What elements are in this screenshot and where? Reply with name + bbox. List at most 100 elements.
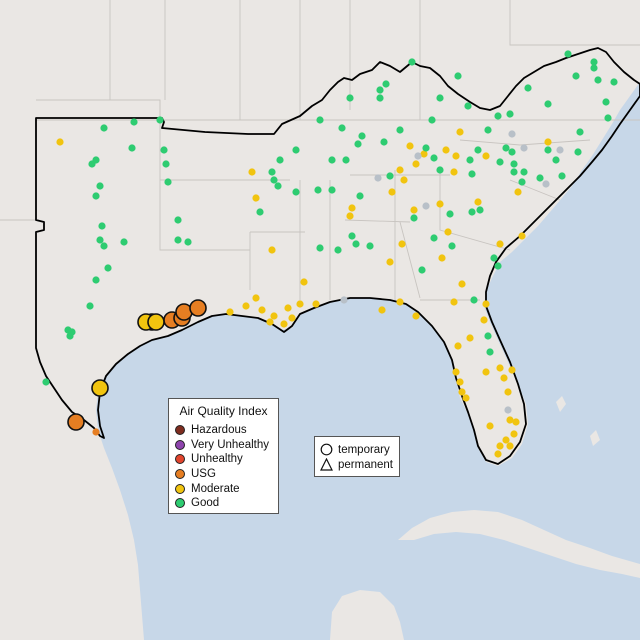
monitor-dot[interactable]	[252, 194, 260, 202]
monitor-dot[interactable]	[342, 156, 350, 164]
monitor-dot[interactable]	[610, 78, 618, 86]
monitor-dot[interactable]	[88, 160, 96, 168]
monitor-dot[interactable]	[376, 86, 384, 94]
monitor-dot[interactable]	[502, 144, 510, 152]
monitor-dot[interactable]	[292, 188, 300, 196]
monitor-dot[interactable]	[348, 232, 356, 240]
monitor-dot[interactable]	[494, 450, 502, 458]
monitor-dot[interactable]	[494, 112, 502, 120]
monitor-dot[interactable]	[450, 168, 458, 176]
monitor-dot[interactable]	[436, 94, 444, 102]
monitor-dot[interactable]	[312, 300, 320, 308]
monitor-dot[interactable]	[594, 76, 602, 84]
monitor-dot[interactable]	[604, 114, 612, 122]
monitor-dot[interactable]	[456, 378, 464, 386]
monitor-dot[interactable]	[256, 208, 264, 216]
monitor-dot[interactable]	[412, 160, 420, 168]
monitor-dot[interactable]	[348, 204, 356, 212]
monitor-dot[interactable]	[104, 264, 112, 272]
monitor-dot[interactable]	[446, 210, 454, 218]
monitor-dot[interactable]	[92, 276, 100, 284]
monitor-dot[interactable]	[352, 240, 360, 248]
monitor-dot[interactable]	[506, 442, 514, 450]
monitor-dot[interactable]	[508, 148, 516, 156]
monitor-dot[interactable]	[476, 206, 484, 214]
monitor-dot[interactable]	[536, 174, 544, 182]
monitor-dot[interactable]	[444, 228, 452, 236]
monitor-dot[interactable]	[430, 234, 438, 242]
monitor-dot[interactable]	[496, 158, 504, 166]
monitor-dot[interactable]	[544, 100, 552, 108]
monitor-dot[interactable]	[270, 176, 278, 184]
monitor-dot[interactable]	[506, 416, 514, 424]
monitor-dot[interactable]	[480, 316, 488, 324]
monitor-dot[interactable]	[450, 298, 458, 306]
monitor-dot[interactable]	[400, 176, 408, 184]
monitor-dot[interactable]	[380, 138, 388, 146]
monitor-dot[interactable]	[496, 240, 504, 248]
monitor-dot[interactable]	[386, 172, 394, 180]
monitor-dot[interactable]	[456, 128, 464, 136]
monitor-dot[interactable]	[354, 140, 362, 148]
monitor-dot[interactable]	[458, 388, 466, 396]
monitor-dot[interactable]	[420, 150, 428, 158]
monitor-dot[interactable]	[514, 188, 522, 196]
monitor-dot[interactable]	[486, 348, 494, 356]
monitor-dot[interactable]	[470, 296, 478, 304]
monitor-dot[interactable]	[346, 94, 354, 102]
monitor-dot[interactable]	[396, 166, 404, 174]
monitor-dot[interactable]	[268, 168, 276, 176]
monitor-dot[interactable]	[288, 314, 296, 322]
monitor-dot[interactable]	[544, 138, 552, 146]
monitor-dot[interactable]	[520, 144, 528, 152]
monitor-dot[interactable]	[162, 160, 170, 168]
monitor-dot[interactable]	[496, 364, 504, 372]
monitor-dot[interactable]	[374, 174, 382, 182]
monitor-dot[interactable]	[414, 152, 422, 160]
monitor-dot[interactable]	[524, 84, 532, 92]
monitor-dot[interactable]	[552, 156, 560, 164]
monitor-marker-large[interactable]	[147, 313, 165, 331]
monitor-dot[interactable]	[96, 182, 104, 190]
monitor-dot[interactable]	[396, 126, 404, 134]
monitor-dot[interactable]	[512, 418, 520, 426]
monitor-dot[interactable]	[542, 180, 550, 188]
monitor-dot[interactable]	[458, 280, 466, 288]
monitor-dot[interactable]	[382, 80, 390, 88]
monitor-dot[interactable]	[572, 72, 580, 80]
monitor-dot[interactable]	[468, 170, 476, 178]
monitor-dot[interactable]	[564, 50, 572, 58]
monitor-dot[interactable]	[396, 298, 404, 306]
monitor-dot[interactable]	[510, 160, 518, 168]
monitor-dot[interactable]	[184, 238, 192, 246]
monitor-dot[interactable]	[398, 240, 406, 248]
monitor-dot[interactable]	[510, 168, 518, 176]
monitor-dot[interactable]	[316, 244, 324, 252]
monitor-dot[interactable]	[378, 306, 386, 314]
monitor-dot[interactable]	[410, 206, 418, 214]
monitor-dot[interactable]	[356, 192, 364, 200]
monitor-dot[interactable]	[120, 238, 128, 246]
monitor-dot[interactable]	[338, 124, 346, 132]
monitor-dot[interactable]	[466, 334, 474, 342]
monitor-dot[interactable]	[482, 300, 490, 308]
monitor-dot[interactable]	[156, 116, 164, 124]
monitor-dot[interactable]	[602, 98, 610, 106]
monitor-dot[interactable]	[242, 302, 250, 310]
monitor-dot[interactable]	[252, 294, 260, 302]
monitor-dot[interactable]	[504, 406, 512, 414]
monitor-dot[interactable]	[42, 378, 50, 386]
monitor-dot[interactable]	[86, 302, 94, 310]
monitor-dot[interactable]	[296, 300, 304, 308]
monitor-dot[interactable]	[590, 64, 598, 72]
monitor-dot[interactable]	[160, 146, 168, 154]
monitor-dot[interactable]	[388, 188, 396, 196]
monitor-dot[interactable]	[466, 156, 474, 164]
monitor-dot[interactable]	[92, 192, 100, 200]
monitor-dot[interactable]	[496, 442, 504, 450]
monitor-dot[interactable]	[574, 148, 582, 156]
monitor-dot[interactable]	[128, 144, 136, 152]
monitor-dot[interactable]	[386, 258, 394, 266]
monitor-dot[interactable]	[510, 430, 518, 438]
monitor-dot[interactable]	[410, 214, 418, 222]
